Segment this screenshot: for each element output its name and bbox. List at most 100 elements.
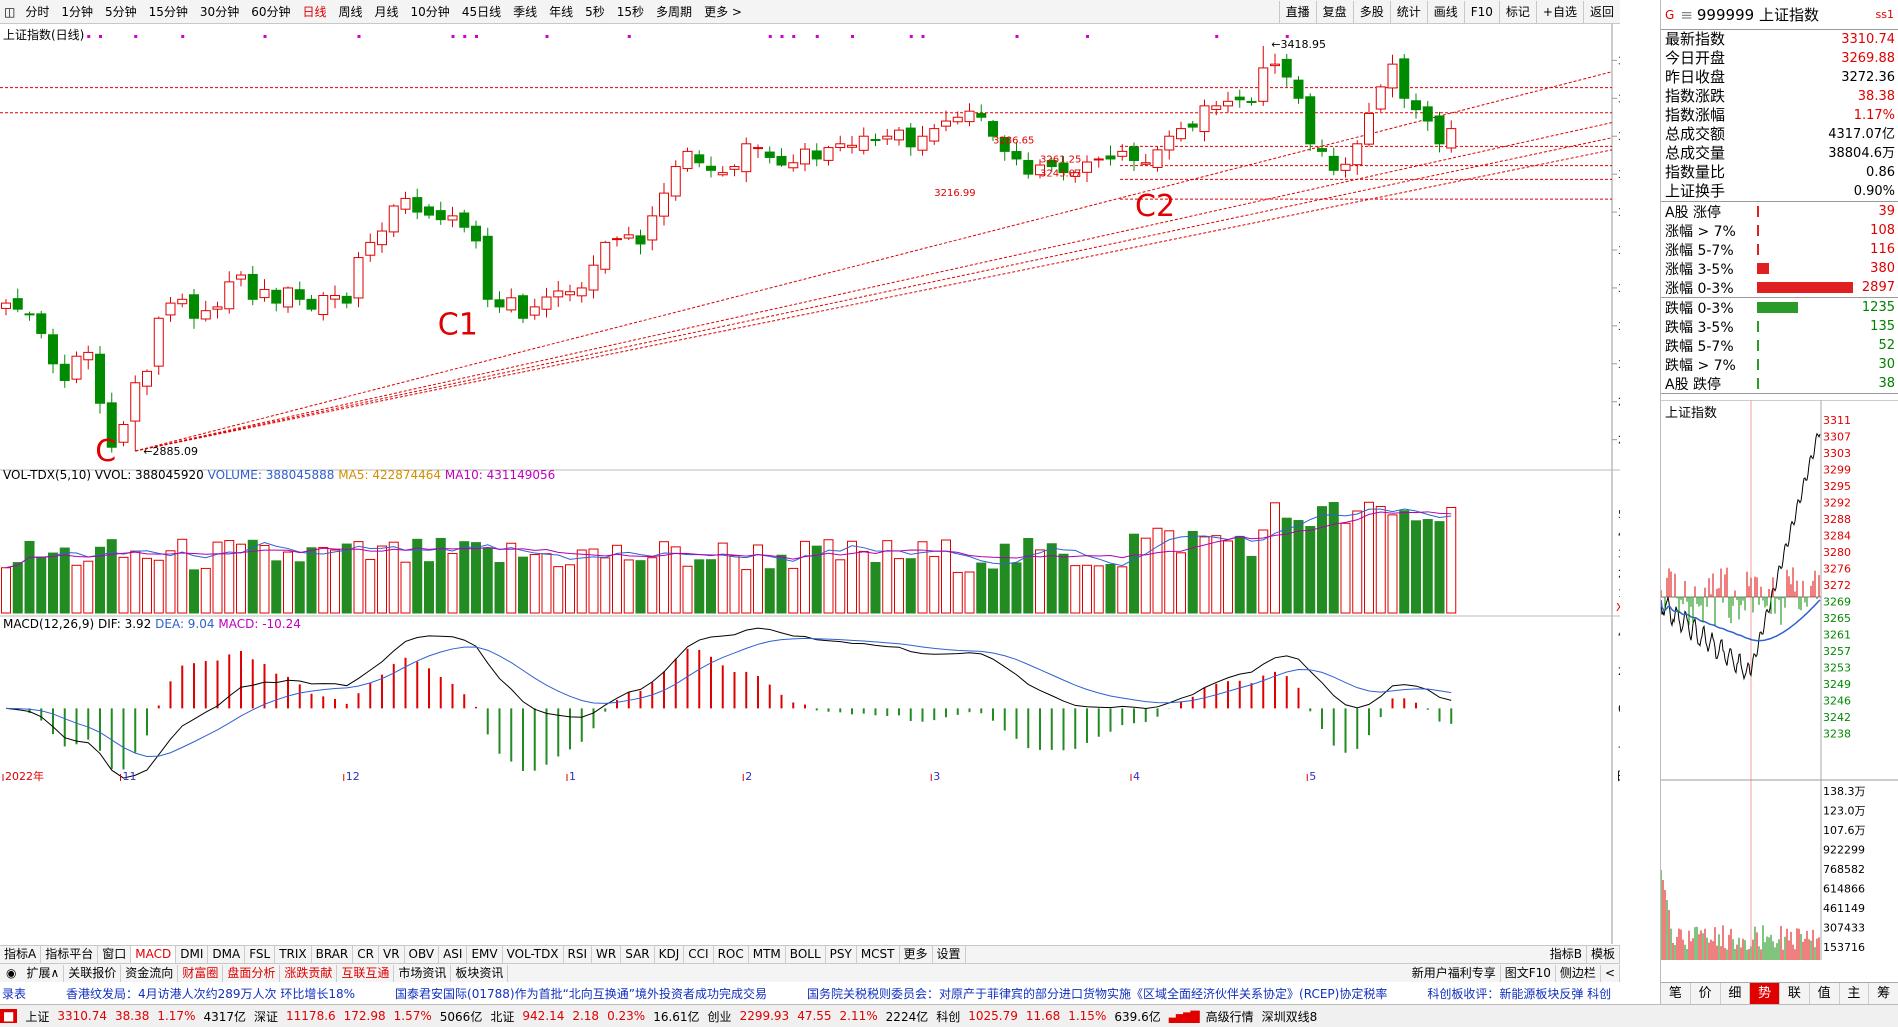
toolbar-button-8[interactable]: 返回	[1582, 0, 1620, 23]
quote-tab-4[interactable]: 联	[1780, 983, 1810, 1004]
indicator-right-tab-1[interactable]: 模板	[1587, 946, 1620, 963]
indicator-tab-7[interactable]: TRIX	[275, 946, 312, 963]
quote-tab-0[interactable]: 笔	[1661, 983, 1691, 1004]
quote-value: 38.38	[1857, 89, 1895, 104]
bottom-right-tab-1[interactable]: 图文F10	[1501, 964, 1556, 982]
indicator-tab-23[interactable]: PSY	[826, 946, 857, 963]
list-icon[interactable]: ≡	[1680, 5, 1693, 24]
volume-bar	[1211, 535, 1222, 614]
bottom-tab-3[interactable]: 财富圈	[178, 964, 224, 982]
candle	[529, 306, 540, 316]
indicator-tab-9[interactable]: CR	[353, 946, 379, 963]
signal-dot	[1015, 35, 1019, 38]
bottom-tab-0[interactable]: 扩展∧	[22, 964, 65, 982]
advanced-quotes[interactable]: 高级行情	[1205, 1009, 1254, 1024]
candle	[130, 382, 141, 422]
server-line[interactable]: 深圳双线8	[1261, 1009, 1318, 1024]
period-tab-8[interactable]: 月线	[374, 4, 399, 19]
ticker-item-1[interactable]: 香港纹发局：4月访港人次约289万人次 环比增长18%	[66, 986, 356, 1001]
bottom-right-tab-3[interactable]: <	[1601, 964, 1620, 982]
period-tab-6[interactable]: 日线	[302, 4, 327, 19]
indicator-tab-14[interactable]: VOL-TDX	[503, 946, 564, 963]
sz-change: 172.98	[343, 1009, 386, 1023]
period-tab-12[interactable]: 年线	[549, 4, 574, 19]
indicator-tab-1[interactable]: 指标平台	[41, 946, 99, 963]
volume-bar	[541, 553, 552, 614]
news-ticker[interactable]: 录表 香港纹发局：4月访港人次约289万人次 环比增长18% 国泰君安国际(0178…	[0, 982, 1620, 1004]
indicator-tab-15[interactable]: RSI	[564, 946, 593, 963]
period-tab-11[interactable]: 季线	[513, 4, 538, 19]
period-tab-4[interactable]: 30分钟	[199, 4, 240, 19]
period-tab-9[interactable]: 10分钟	[410, 4, 450, 19]
period-tab-0[interactable]: 分时	[25, 4, 50, 19]
indicator-tab-2[interactable]: 窗口	[98, 946, 132, 963]
indicator-tab-17[interactable]: SAR	[621, 946, 655, 963]
period-tab-14[interactable]: 15秒	[616, 4, 645, 19]
bottom-tab-7[interactable]: 市场资讯	[394, 964, 452, 982]
ticker-item-4[interactable]: 科创板收评：新能源板块反弹 科创	[1427, 986, 1612, 1001]
indicator-tab-6[interactable]: FSL	[245, 946, 276, 963]
period-tab-13[interactable]: 5秒	[585, 4, 605, 19]
quote-tab-5[interactable]: 值	[1810, 983, 1840, 1004]
volume-bar	[1187, 530, 1198, 614]
indicator-tab-11[interactable]: OBV	[405, 946, 440, 963]
toolbar-button-4[interactable]: 画线	[1426, 0, 1464, 23]
toolbar-button-2[interactable]: 多股	[1352, 0, 1390, 23]
indicator-tab-12[interactable]: ASI	[439, 946, 468, 963]
indicator-tab-20[interactable]: ROC	[714, 946, 749, 963]
period-tab-2[interactable]: 5分钟	[105, 4, 137, 19]
indicator-tab-25[interactable]: 更多	[900, 946, 933, 963]
toolbar-button-5[interactable]: F10	[1463, 0, 1499, 23]
period-tab-1[interactable]: 1分钟	[61, 4, 93, 19]
bottom-tab-5[interactable]: 涨跌贡献	[280, 964, 338, 982]
period-tab-7[interactable]: 周线	[338, 4, 363, 19]
quote-tab-6[interactable]: 主	[1840, 983, 1870, 1004]
bottom-right-tab-2[interactable]: 侧边栏	[1556, 964, 1601, 982]
toolbar-button-7[interactable]: +自选	[1535, 0, 1583, 23]
indicator-tab-26[interactable]: 设置	[933, 946, 966, 963]
indicator-tab-24[interactable]: MCST	[857, 946, 900, 963]
indicator-tab-4[interactable]: DMI	[176, 946, 209, 963]
toolbar-button-6[interactable]: 标记	[1498, 0, 1536, 23]
menu-icon[interactable]: ◉	[6, 966, 17, 980]
bottom-tab-2[interactable]: 资金流向	[121, 964, 179, 982]
ticker-item-2[interactable]: 国泰君安国际(01788)作为首批“北向互换通”境外投资者成功完成交易	[395, 986, 768, 1001]
bottom-tab-4[interactable]: 盘面分析	[223, 964, 281, 982]
ticker-item-3[interactable]: 国务院关税税则委员会：对原产于菲律宾的部分进口货物实施《区域全面经济伙伴关系协定…	[807, 986, 1388, 1001]
period-tab-3[interactable]: 15分钟	[148, 4, 188, 19]
quote-tab-2[interactable]: 细	[1721, 983, 1751, 1004]
bottom-tab-8[interactable]: 板块资讯	[451, 964, 509, 982]
indicator-tab-8[interactable]: BRAR	[312, 946, 354, 963]
volume-bar	[1317, 506, 1327, 614]
indicator-tab-13[interactable]: EMV	[467, 946, 503, 963]
period-tab-5[interactable]: 60分钟	[251, 4, 291, 19]
indicator-tab-22[interactable]: BOLL	[786, 946, 826, 963]
bottom-tab-1[interactable]: 关联报价	[64, 964, 122, 982]
toolbar-button-1[interactable]: 复盘	[1315, 0, 1353, 23]
volume-bar	[976, 562, 987, 614]
ticker-item-0[interactable]: 录表	[2, 986, 27, 1001]
indicator-tab-16[interactable]: WR	[592, 946, 622, 963]
quote-tab-1[interactable]: 价	[1691, 983, 1721, 1004]
toolbar-button-3[interactable]: 统计	[1389, 0, 1427, 23]
candle	[917, 135, 928, 151]
bottom-right-tab-0[interactable]: 新用户福利专享	[1408, 964, 1501, 982]
candle	[635, 235, 646, 245]
indicator-tab-18[interactable]: KDJ	[655, 946, 685, 963]
period-tab-15[interactable]: 多周期	[656, 4, 693, 19]
sidebar-toggle-icon[interactable]: ◫	[4, 4, 16, 19]
indicator-right-tab-0[interactable]: 指标B	[1546, 946, 1587, 963]
period-tab-16[interactable]: 更多 >	[704, 4, 742, 19]
indicator-tab-19[interactable]: CCI	[684, 946, 714, 963]
indicator-tab-10[interactable]: VR	[379, 946, 405, 963]
indicator-tab-0[interactable]: 指标A	[0, 946, 42, 963]
indicator-tab-21[interactable]: MTM	[749, 946, 786, 963]
quote-tab-3[interactable]: 势	[1750, 983, 1780, 1004]
period-tab-10[interactable]: 45日线	[461, 4, 502, 19]
bottom-tab-6[interactable]: 互联互通	[337, 964, 395, 982]
indicator-tab-5[interactable]: DMA	[208, 946, 246, 963]
toolbar-button-0[interactable]: 直播	[1278, 0, 1316, 23]
indicator-tab-3[interactable]: MACD	[131, 946, 177, 963]
intraday-mini-chart[interactable]: 3311 3307 3303 3299 3295 3292 3288 3284 3280 3276…	[1661, 400, 1898, 960]
quote-tab-7[interactable]: 筹	[1869, 983, 1898, 1004]
